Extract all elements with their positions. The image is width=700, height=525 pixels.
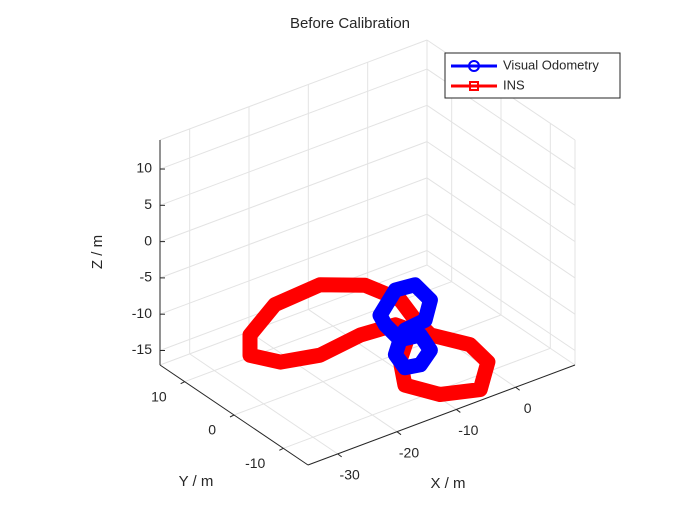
- grid-line: [159, 213, 428, 315]
- grid-line: [159, 177, 428, 279]
- grid-line: [426, 177, 576, 279]
- legend-marker: [469, 81, 479, 91]
- y-axis: [159, 364, 309, 466]
- x-tick: [515, 386, 520, 391]
- x-tick: [337, 453, 342, 458]
- y-tick-label: -10: [245, 455, 265, 471]
- x-tick-label: -30: [340, 467, 360, 483]
- z-tick-label: 5: [144, 196, 152, 212]
- y-tick-label: 10: [151, 388, 167, 404]
- x-axis-label: X / m: [430, 475, 465, 492]
- trajectory-line: [372, 277, 438, 376]
- legend-label: Visual Odometry: [503, 57, 599, 72]
- grid-line: [426, 250, 576, 351]
- x-tick-label: -20: [399, 444, 419, 460]
- z-tick-label: -10: [132, 305, 152, 321]
- y-tick: [279, 447, 284, 451]
- x-tick-label: -10: [458, 422, 478, 438]
- z-tick-label: -15: [132, 341, 152, 357]
- y-tick: [180, 381, 185, 385]
- grid-line: [426, 104, 576, 206]
- legend-marker: [468, 60, 480, 72]
- z-tick-label: 10: [136, 160, 152, 176]
- legend-label: INS: [503, 77, 525, 92]
- grid-line: [233, 314, 502, 416]
- grid-edge: [159, 39, 428, 141]
- grid-line: [426, 141, 576, 243]
- x-tick-label: 0: [524, 400, 532, 416]
- grid-line: [159, 104, 428, 206]
- grid-line: [283, 347, 551, 449]
- x-tick: [396, 431, 402, 436]
- grid-line: [426, 213, 576, 315]
- z-axis-label: Z / m: [89, 235, 106, 269]
- z-tick-label: -5: [140, 269, 153, 285]
- trajectory-line: [242, 277, 496, 402]
- grid-line: [159, 68, 428, 170]
- chart-title: Before Calibration: [290, 15, 410, 32]
- z-tick-label: 0: [144, 232, 152, 248]
- y-axis-label: Y / m: [179, 473, 214, 490]
- x-axis: [307, 364, 576, 466]
- y-tick: [229, 414, 235, 418]
- grid-edge: [159, 264, 428, 366]
- y-tick-label: 0: [208, 422, 216, 438]
- grid-line: [159, 141, 428, 243]
- x-tick: [456, 409, 461, 413]
